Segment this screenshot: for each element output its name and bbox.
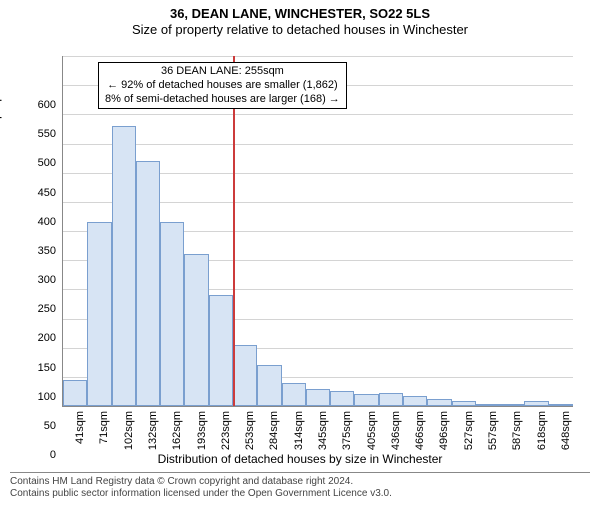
annotation-line1: 36 DEAN LANE: 255sqm — [105, 65, 340, 79]
histogram-bar — [233, 345, 257, 406]
histogram-bar — [354, 394, 378, 406]
y-tick-label: 50 — [14, 420, 56, 432]
y-tick-label: 450 — [14, 187, 56, 199]
y-tick-label: 250 — [14, 303, 56, 315]
histogram-bar — [63, 380, 87, 406]
footer-line1: Contains HM Land Registry data © Crown c… — [10, 476, 590, 488]
histogram-bar — [427, 399, 451, 406]
x-axis-label: Distribution of detached houses by size … — [0, 452, 600, 466]
histogram-bar — [282, 383, 306, 406]
histogram-bar — [306, 389, 330, 407]
histogram-bar — [87, 222, 111, 406]
histogram-bar — [209, 295, 233, 406]
histogram-bar — [476, 404, 500, 406]
histogram-bar — [330, 391, 354, 406]
y-axis-label: Number of detached properties — [0, 66, 2, 231]
histogram-bar — [112, 126, 136, 406]
histogram-bar — [549, 404, 573, 406]
y-tick-label: 100 — [14, 391, 56, 403]
y-tick-label: 600 — [14, 99, 56, 111]
histogram-bar — [184, 254, 208, 406]
y-tick-label: 400 — [14, 216, 56, 228]
plot: 36 DEAN LANE: 255sqm ← 92% of detached h… — [62, 56, 573, 407]
footer-line2: Contains public sector information licen… — [10, 488, 590, 500]
footer: Contains HM Land Registry data © Crown c… — [10, 472, 590, 500]
y-tick-label: 350 — [14, 245, 56, 257]
histogram-bar — [379, 393, 403, 406]
annotation-box: 36 DEAN LANE: 255sqm ← 92% of detached h… — [98, 62, 347, 109]
histogram-bar — [160, 222, 184, 406]
histogram-bar — [257, 365, 281, 406]
annotation-line2: ← 92% of detached houses are smaller (1,… — [105, 79, 340, 93]
y-tick-label: 550 — [14, 128, 56, 140]
histogram-bar — [136, 161, 160, 406]
histogram-bar — [500, 404, 524, 406]
y-tick-label: 300 — [14, 274, 56, 286]
title-main: 36, DEAN LANE, WINCHESTER, SO22 5LS — [0, 6, 600, 21]
title-sub: Size of property relative to detached ho… — [0, 22, 600, 37]
histogram-bar — [452, 401, 476, 406]
y-tick-label: 500 — [14, 157, 56, 169]
chart-area: 36 DEAN LANE: 255sqm ← 92% of detached h… — [62, 56, 572, 406]
y-tick-label: 150 — [14, 362, 56, 374]
histogram-bar — [403, 396, 427, 407]
histogram-bar — [524, 401, 548, 406]
chart-container: 36, DEAN LANE, WINCHESTER, SO22 5LS Size… — [0, 6, 600, 506]
annotation-line3: 8% of semi-detached houses are larger (1… — [105, 93, 340, 107]
y-tick-label: 200 — [14, 332, 56, 344]
